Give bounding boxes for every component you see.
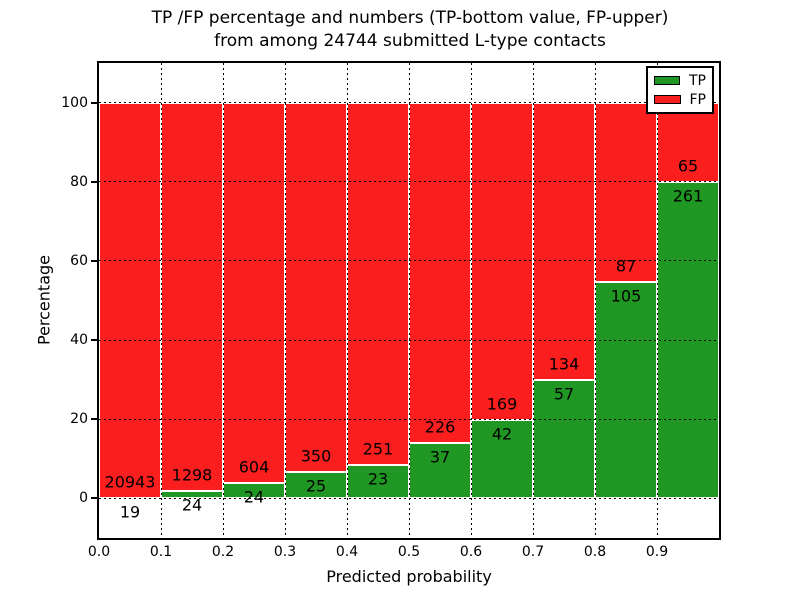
y-gridline <box>99 418 719 420</box>
x-tick-label: 0.9 <box>645 544 669 560</box>
fp-bar-segment <box>347 102 409 466</box>
tp-count-label: 24 <box>243 487 265 507</box>
legend-item-tp: TP <box>654 74 706 88</box>
y-tick-label: 20 <box>70 411 88 428</box>
fp-count-label: 169 <box>486 394 518 414</box>
fp-bar-segment <box>161 102 223 492</box>
y-gridline <box>99 260 719 262</box>
y-tick <box>91 259 97 262</box>
y-gridline <box>99 181 719 183</box>
tp-count-label: 105 <box>610 286 642 306</box>
y-tick-label: 100 <box>61 94 88 111</box>
x-gridline <box>532 63 534 538</box>
fp-bar-segment <box>409 102 471 443</box>
x-tick-label: 0.3 <box>273 544 297 560</box>
tp-count-label: 261 <box>672 186 704 205</box>
legend-label: FP <box>689 91 707 108</box>
y-tick <box>91 418 97 421</box>
tp-count-label: 57 <box>553 384 575 404</box>
fp-count-label: 20943 <box>104 472 156 492</box>
legend-swatch-fp <box>654 95 681 104</box>
tp-bar-segment <box>471 419 533 499</box>
chart-title-line2: from among 24744 submitted L-type contac… <box>214 31 606 51</box>
x-tick-label: 0.7 <box>521 544 545 560</box>
fp-count-label: 350 <box>300 446 332 466</box>
legend-swatch-tp <box>654 76 680 85</box>
x-tick-label: 0.8 <box>583 544 607 560</box>
y-gridline <box>99 102 719 104</box>
x-gridline <box>346 63 348 538</box>
x-tick-label: 0.5 <box>397 544 421 560</box>
y-gridline <box>99 497 719 499</box>
x-tick-label: 0.6 <box>459 544 483 560</box>
chart-title-line1: TP /FP percentage and numbers (TP-bottom… <box>151 8 669 28</box>
tp-bar-segment <box>595 281 657 499</box>
fp-bar-segment <box>99 102 161 499</box>
y-tick <box>91 497 97 500</box>
x-gridline <box>284 63 286 538</box>
x-gridline <box>656 63 658 538</box>
chart-title: TP /FP percentage and numbers (TP-bottom… <box>60 7 760 53</box>
y-tick <box>91 101 97 104</box>
fp-count-label: 604 <box>238 457 270 477</box>
y-tick <box>91 180 97 183</box>
x-axis-label: Predicted probability <box>326 567 492 586</box>
x-gridline <box>594 63 596 538</box>
tp-count-label: 37 <box>429 447 451 467</box>
x-tick-label: 0.0 <box>87 544 111 560</box>
y-tick-label: 60 <box>70 252 88 269</box>
legend-item-fp: FP <box>654 93 706 107</box>
x-tick-label: 0.4 <box>335 544 359 560</box>
fp-bar-segment <box>657 102 719 182</box>
tp-bar-segment <box>347 465 409 499</box>
fp-count-label: 226 <box>424 417 456 437</box>
x-tick-label: 0.2 <box>211 544 235 560</box>
tp-bar-segment <box>409 442 471 499</box>
tp-count-label: 19 <box>119 502 141 522</box>
legend: TP FP <box>646 66 714 114</box>
tp-count-label: 23 <box>367 469 389 489</box>
tp-bar-segment <box>533 380 595 499</box>
fp-bar-segment <box>223 102 285 484</box>
tp-count-label: 24 <box>181 495 203 515</box>
x-gridline <box>470 63 472 538</box>
fp-count-label: 134 <box>548 354 580 374</box>
y-tick-label: 40 <box>70 332 88 349</box>
x-gridline <box>222 63 224 538</box>
tp-count-label: 42 <box>491 424 513 444</box>
legend-label: TP <box>689 72 706 89</box>
y-gridline <box>99 339 719 341</box>
x-gridline <box>408 63 410 538</box>
plot-area: 20943 19 1298 24 604 24 350 25 251 23 226 37 169 42 13… <box>99 63 719 538</box>
x-gridline <box>160 63 162 538</box>
y-tick-label: 0 <box>79 490 88 507</box>
fp-count-label: 1298 <box>171 465 213 485</box>
fp-bar-segment <box>285 102 347 472</box>
x-tick-label: 0.1 <box>149 544 173 560</box>
y-tick <box>91 339 97 342</box>
fp-count-label: 65 <box>677 156 699 175</box>
y-tick-label: 80 <box>70 173 88 190</box>
fp-bar-segment <box>533 102 595 381</box>
tp-count-label: 25 <box>305 476 327 496</box>
fp-count-label: 87 <box>615 256 637 276</box>
fp-count-label: 251 <box>362 439 394 459</box>
fp-bar-segment <box>595 102 657 282</box>
